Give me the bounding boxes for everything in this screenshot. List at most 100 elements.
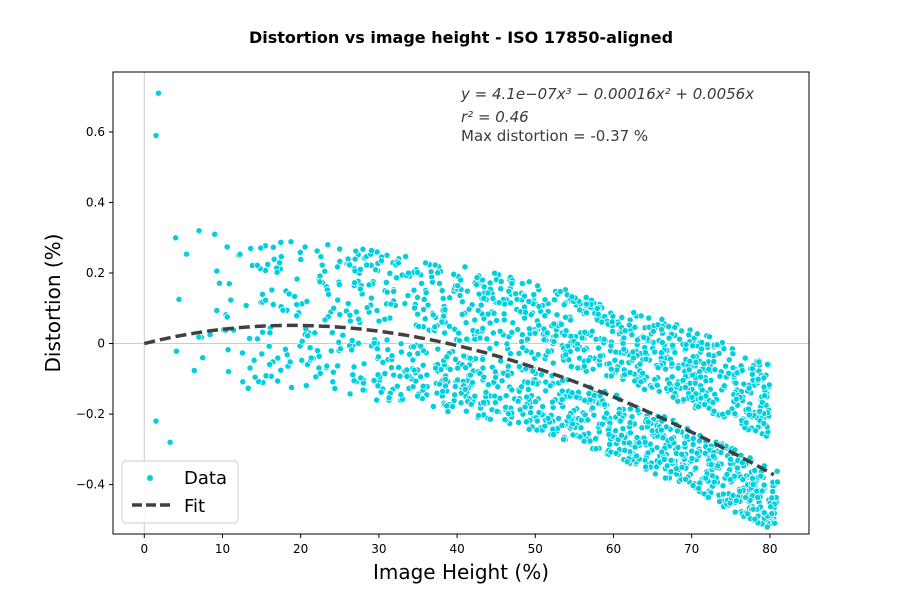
data-point [637, 378, 645, 386]
data-point [768, 494, 776, 502]
data-point [525, 278, 533, 286]
data-point [279, 306, 287, 314]
data-point [515, 419, 523, 426]
data-point [444, 408, 452, 415]
data-point [558, 387, 566, 395]
data-point [695, 437, 703, 445]
data-point [722, 362, 730, 370]
data-point [172, 347, 180, 355]
data-point [495, 299, 503, 307]
data-point [719, 490, 727, 498]
data-point [393, 274, 400, 282]
data-point [702, 377, 710, 385]
data-point [486, 279, 494, 287]
data-point [460, 352, 468, 360]
data-point [724, 408, 732, 416]
data-point [590, 411, 598, 419]
data-point [491, 399, 499, 407]
data-point [419, 361, 427, 369]
data-point [558, 421, 566, 429]
data-point [688, 454, 696, 462]
data-point [552, 332, 560, 340]
data-point [414, 392, 422, 400]
data-point [692, 358, 700, 366]
data-point [711, 366, 719, 374]
data-point [682, 475, 689, 483]
data-point [445, 322, 453, 330]
data-point [438, 318, 446, 326]
data-point [484, 381, 492, 389]
data-point [262, 296, 270, 304]
data-point [705, 365, 713, 373]
data-point [324, 241, 332, 249]
data-point [381, 370, 389, 377]
data-point [533, 417, 541, 425]
data-point [710, 407, 718, 415]
data-point [277, 253, 285, 261]
data-point [500, 310, 508, 318]
data-point [645, 314, 653, 322]
data-point [429, 311, 437, 319]
data-point [618, 358, 626, 366]
data-point [334, 296, 342, 304]
data-point [522, 418, 530, 426]
data-point [274, 354, 282, 362]
r2-annotation: r² = 0.46 [461, 108, 529, 126]
data-point [236, 250, 244, 258]
data-point [521, 403, 529, 411]
data-point [412, 377, 420, 385]
data-point [253, 335, 261, 343]
data-point [668, 360, 676, 368]
data-point [560, 436, 567, 443]
data-point [172, 234, 180, 242]
data-point [443, 353, 451, 361]
data-point [429, 403, 437, 410]
data-point [760, 481, 768, 489]
data-point [339, 331, 347, 339]
data-point [483, 335, 491, 343]
data-point [266, 329, 274, 337]
data-point [492, 340, 500, 348]
data-point [385, 394, 393, 402]
data-point [715, 349, 723, 357]
data-point [264, 260, 272, 268]
data-point [689, 435, 697, 442]
data-point [589, 404, 597, 412]
data-point [543, 329, 551, 337]
data-point [550, 296, 558, 304]
data-point [414, 293, 421, 301]
data-point [709, 452, 717, 460]
data-point [592, 445, 600, 453]
data-point [508, 328, 516, 336]
data-point [698, 345, 706, 353]
data-point [550, 320, 558, 328]
data-point [741, 354, 749, 362]
data-point [417, 373, 425, 381]
data-point [431, 261, 439, 269]
data-point [719, 482, 727, 490]
data-point [486, 345, 494, 352]
data-point [633, 336, 641, 344]
data-point [658, 448, 666, 456]
data-point [567, 332, 575, 340]
data-point [581, 396, 589, 404]
data-point [504, 372, 512, 379]
data-point [532, 398, 540, 406]
data-point [384, 346, 392, 354]
data-point [288, 384, 296, 391]
data-point [259, 328, 267, 336]
data-point [397, 340, 405, 348]
data-point [584, 416, 592, 424]
data-point [454, 376, 461, 384]
data-point [697, 394, 705, 402]
data-point [574, 364, 582, 372]
data-point [490, 309, 498, 317]
data-point [337, 345, 344, 353]
data-point [756, 407, 764, 415]
data-point [277, 366, 285, 374]
data-point [451, 383, 459, 390]
data-point [316, 278, 324, 286]
data-point [717, 448, 725, 456]
data-point [419, 382, 427, 390]
data-point [707, 461, 715, 469]
